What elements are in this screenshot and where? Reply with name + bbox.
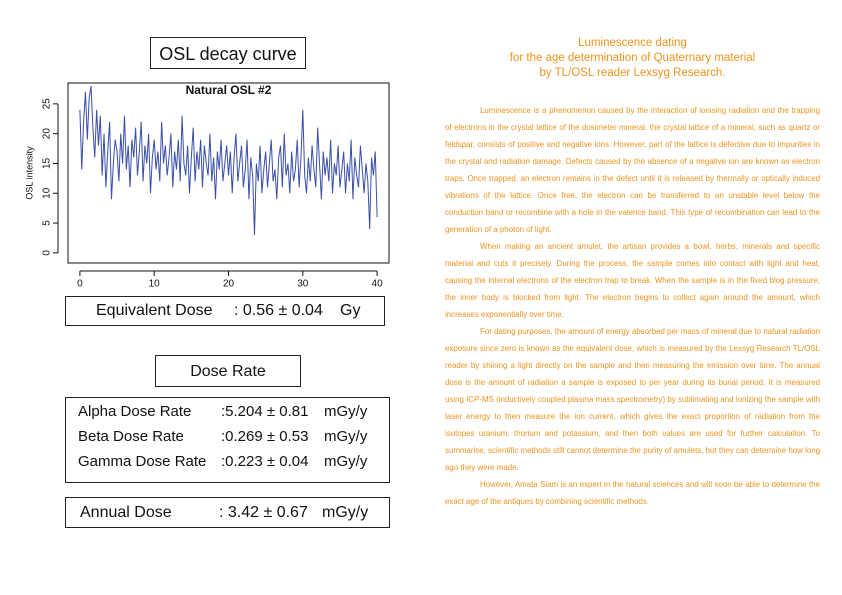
dose-rate-title: Dose Rate bbox=[190, 363, 266, 380]
label: Alpha Dose Rate bbox=[78, 403, 192, 420]
value: :0.269 ± 0.53 bbox=[221, 428, 309, 445]
y-tick-label: 5 bbox=[42, 220, 53, 226]
label: Equivalent Dose bbox=[96, 302, 213, 319]
value: : 0.56 ± 0.04 bbox=[234, 302, 323, 319]
chart-title: Natural OSL #2 bbox=[186, 83, 272, 97]
article: Luminescence dating for the age determina… bbox=[445, 36, 820, 510]
annual-dose-box: Annual Dose : 3.42 ± 0.67 mGy/y bbox=[65, 497, 390, 528]
value: :0.223 ± 0.04 bbox=[221, 453, 309, 470]
y-tick-label: 0 bbox=[42, 250, 53, 256]
paragraph: When making an ancient amulet, the artis… bbox=[445, 242, 820, 319]
chart: Natural OSL #2 OSL intensity 0 10 20 30 40 0 5 10… bbox=[24, 82, 390, 290]
x-tick-label: 30 bbox=[297, 279, 309, 290]
title-line: by TL/OSL reader Lexsyg Research. bbox=[539, 67, 726, 79]
value: :5.204 ± 0.81 bbox=[221, 403, 309, 420]
paragraph: However, Amata Siam is an expert in the … bbox=[445, 480, 820, 506]
paragraph: Luminescence is a phenomenon caused by t… bbox=[445, 106, 820, 234]
unit: Gy bbox=[340, 302, 361, 319]
dose-rate-title-box: Dose Rate bbox=[155, 355, 301, 387]
label: Beta Dose Rate bbox=[78, 428, 184, 445]
dose-rate-box: Alpha Dose Rate :5.204 ± 0.81 mGy/y Beta Do… bbox=[65, 397, 390, 483]
osl-line bbox=[79, 85, 378, 236]
unit: mGy/y bbox=[324, 403, 368, 420]
title-line: for the age determination of Quaternary … bbox=[509, 52, 756, 64]
x-tick-label: 40 bbox=[372, 279, 384, 290]
plot-frame bbox=[67, 82, 390, 264]
x-tick-label: 10 bbox=[149, 279, 161, 290]
x-tick-label: 0 bbox=[77, 279, 83, 290]
title-line: Luminescence dating bbox=[578, 37, 687, 49]
value: : 3.42 ± 0.67 bbox=[219, 504, 308, 521]
y-tick-label: 10 bbox=[42, 187, 53, 199]
y-tick-label: 15 bbox=[42, 157, 53, 169]
osl-title-box: OSL decay curve bbox=[150, 37, 306, 69]
paragraph: For dating purposes, the amount of energ… bbox=[445, 327, 820, 472]
article-title: Luminescence dating for the age determina… bbox=[445, 36, 820, 81]
label: Gamma Dose Rate bbox=[78, 453, 207, 470]
osl-title: OSL decay curve bbox=[159, 44, 297, 64]
unit: mGy/y bbox=[322, 504, 369, 521]
y-axis-label: OSL intensity bbox=[24, 146, 34, 200]
equivalent-dose-box: Equivalent Dose : 0.56 ± 0.04 Gy bbox=[65, 296, 385, 326]
y-tick-label: 25 bbox=[42, 98, 53, 110]
unit: mGy/y bbox=[324, 453, 368, 470]
unit: mGy/y bbox=[324, 428, 368, 445]
y-tick-label: 20 bbox=[42, 128, 53, 140]
label: Annual Dose bbox=[80, 504, 172, 521]
x-tick-label: 20 bbox=[223, 279, 235, 290]
